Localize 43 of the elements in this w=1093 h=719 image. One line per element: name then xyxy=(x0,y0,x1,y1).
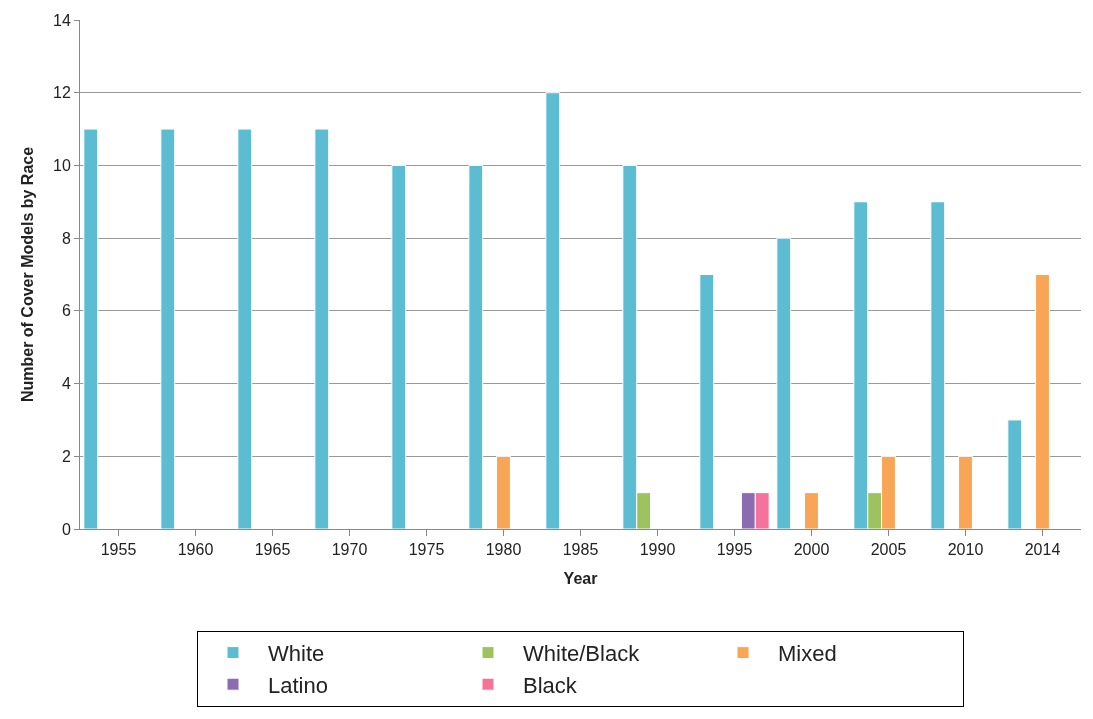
x-tick-label: 1995 xyxy=(716,541,753,559)
x-tick-label: 1965 xyxy=(254,541,291,559)
legend-label: Black xyxy=(523,672,578,698)
legend-label: Latino xyxy=(268,672,328,698)
x-tick-label: 2010 xyxy=(947,541,984,559)
legend-label: Mixed xyxy=(778,641,837,667)
bar xyxy=(804,492,819,529)
bar xyxy=(468,164,484,529)
y-tick-label: 14 xyxy=(53,11,71,29)
legend-label: White xyxy=(268,641,325,667)
x-tick-label: 2000 xyxy=(793,541,830,559)
x-tick-label: 1985 xyxy=(562,541,599,559)
bar xyxy=(237,128,253,529)
bar xyxy=(83,128,99,529)
bar xyxy=(1007,419,1023,529)
x-tick-label: 1970 xyxy=(331,541,368,559)
y-tick-label: 12 xyxy=(53,84,71,102)
bar xyxy=(160,128,176,529)
bar xyxy=(545,92,561,529)
bar xyxy=(776,237,792,529)
bar xyxy=(314,128,330,529)
y-tick-label: 2 xyxy=(61,447,71,465)
y-axis-title: Number of Cover Models by Race xyxy=(18,146,36,403)
y-tick-label: 0 xyxy=(61,520,71,538)
bar xyxy=(699,274,715,529)
bar xyxy=(391,164,407,529)
bar xyxy=(496,455,511,529)
x-tick-label: 1960 xyxy=(177,541,214,559)
x-tick-label: 2014 xyxy=(1024,541,1061,559)
bar xyxy=(1035,274,1050,529)
bar xyxy=(958,455,973,529)
bar xyxy=(930,201,946,529)
x-tick-label: 2005 xyxy=(870,541,907,559)
x-tick-label: 1990 xyxy=(639,541,676,559)
x-tick-label: 1975 xyxy=(408,541,445,559)
x-axis-title: Year xyxy=(563,569,598,587)
y-tick-label: 10 xyxy=(53,157,71,175)
x-tick-label: 1955 xyxy=(100,541,137,559)
legend-label: White/Black xyxy=(523,641,641,667)
y-tick-label: 6 xyxy=(61,302,71,320)
x-tick-label: 1980 xyxy=(485,541,522,559)
y-tick-label: 4 xyxy=(61,375,71,393)
y-tick-label: 8 xyxy=(61,229,71,247)
